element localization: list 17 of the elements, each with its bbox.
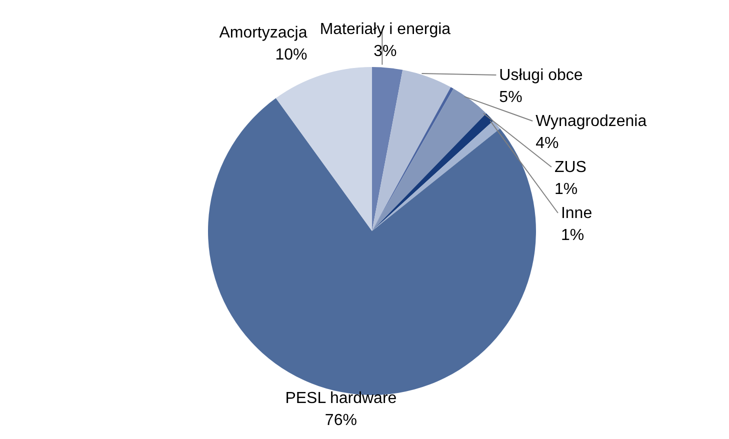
slice-label: Inne (560, 205, 592, 222)
data-label: 3% (374, 43, 397, 60)
pie-slice (372, 67, 403, 231)
data-label: 1% (560, 227, 584, 244)
slice-label: Wynagrodzenia (536, 113, 647, 130)
data-label: 1% (554, 181, 578, 198)
data-label: 4% (536, 135, 559, 152)
pie-slice (276, 67, 372, 231)
data-label: 10% (275, 46, 308, 64)
slice-label: ZUS (554, 159, 586, 176)
slice-label: Materiały i energia (320, 21, 451, 38)
slice-label: PESL hardware (285, 390, 397, 407)
slice-label: Usługi obce (499, 67, 583, 84)
data-label: 76% (324, 412, 357, 429)
slice-label: Amortyzacja (219, 24, 308, 42)
data-label: 5% (499, 89, 522, 106)
pie-slice (372, 88, 486, 231)
